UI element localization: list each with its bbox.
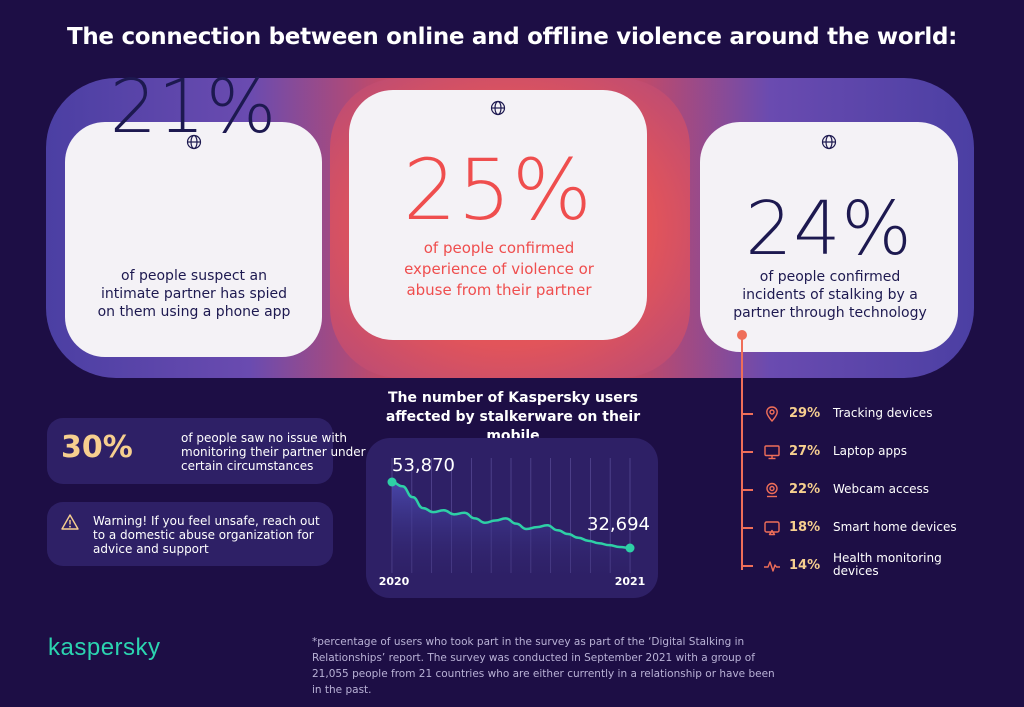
list-label: Webcam access [833, 482, 930, 496]
smart-home-icon [764, 521, 780, 536]
warning-text: Warning! If you feel unsafe, reach out t… [93, 514, 320, 556]
stat-box-30: 30% of people saw no issue with monitori… [47, 418, 366, 484]
location-pin-icon [766, 406, 778, 423]
stat-card-middle: 25% of people confirmed experience of vi… [349, 90, 647, 340]
list-tick [741, 413, 753, 415]
pulse-icon [764, 561, 780, 572]
chart-start-point [387, 477, 397, 487]
page-title: The connection between online and offlin… [66, 24, 958, 50]
list-label: Laptop apps [833, 444, 907, 458]
stat-value: 30% [61, 430, 133, 465]
chart-x-label: 2021 [615, 575, 646, 588]
stat-description: of people suspect an intimate partner ha… [97, 268, 291, 320]
globe-icon [821, 134, 837, 150]
stat-description: of people saw no issue with monitoring t… [181, 431, 366, 473]
list-percentage: 29% [789, 406, 821, 421]
webcam-icon [766, 482, 778, 498]
chart-end-label: 32,694 [587, 514, 650, 535]
chart-x-label: 2020 [379, 575, 410, 588]
list-percentage: 22% [789, 482, 821, 497]
warning-icon [61, 514, 79, 530]
list-label: Smart home devices [833, 520, 957, 534]
list-percentage: 27% [789, 444, 821, 459]
monitor-icon [764, 445, 780, 460]
stat-card-right: 24% of people confirmed incidents of sta… [700, 122, 958, 352]
list-tick [741, 451, 753, 453]
list-tick [741, 489, 753, 491]
chart-area [392, 482, 630, 578]
chart-panel: 53,870 32,694 2020 2021 [366, 438, 658, 598]
footnote: *percentage of users who took part in th… [312, 636, 775, 696]
stat-description: of people confirmed incidents of stalkin… [733, 269, 927, 321]
list-tick [741, 527, 753, 529]
list-percentage: 14% [789, 558, 821, 573]
list-label: Health monitoring devices [833, 551, 942, 578]
globe-icon [490, 100, 506, 116]
chart-series-line [391, 480, 631, 550]
stat-value: 25% [403, 141, 593, 239]
stalkerware-chart: 53,870 32,694 2020 2021 [379, 455, 650, 588]
list-connector-dot [737, 330, 747, 340]
kaspersky-logo: kaspersky [48, 634, 161, 661]
stat-value: 21% [109, 64, 278, 150]
list-percentage: 18% [789, 520, 821, 535]
stat-card-left: 21% of people suspect an intimate partne… [65, 70, 322, 357]
chart-start-label: 53,870 [392, 455, 455, 476]
warning-box: Warning! If you feel unsafe, reach out t… [47, 502, 333, 566]
stat-description: of people confirmed experience of violen… [404, 239, 594, 299]
globe-icon [186, 134, 201, 150]
stat-value: 24% [745, 186, 913, 272]
chart-end-point [625, 543, 635, 553]
list-tick [741, 565, 753, 567]
list-label: Tracking devices [833, 406, 933, 420]
